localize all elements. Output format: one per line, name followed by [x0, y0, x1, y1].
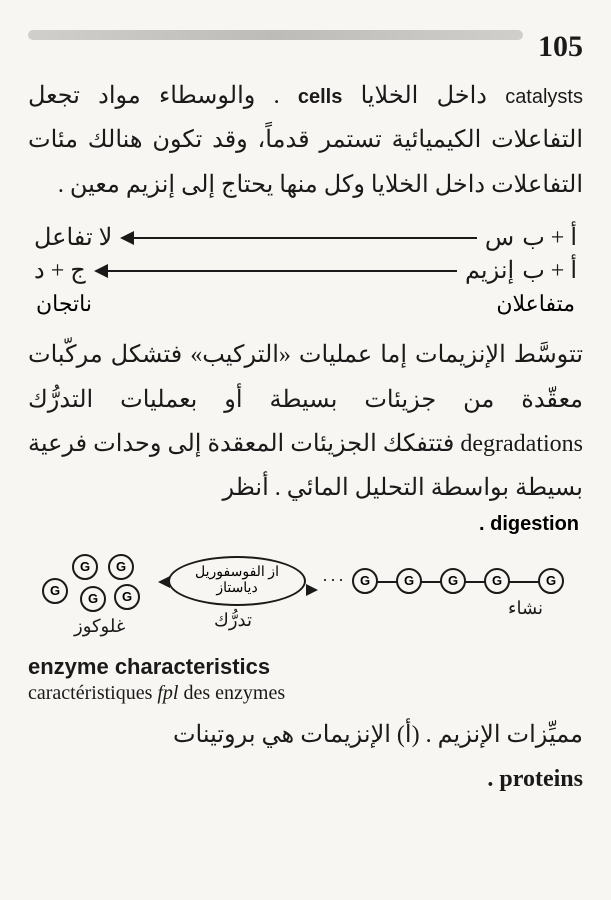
text: تتوسَّط الإنزيمات إما عمليات «التركيب» ف… — [28, 342, 583, 412]
caption-starch: نشاء — [508, 598, 543, 619]
label-products: ناتجان — [36, 291, 92, 317]
arrow-head-icon — [94, 264, 108, 278]
heading-french: caractéristiques fpl des enzymes — [28, 682, 583, 705]
oval-line1: از الفوسفوريل — [195, 565, 279, 581]
g-circle-icon: G — [108, 554, 134, 580]
g-circle-icon: G — [42, 578, 68, 604]
arrow-head-icon — [120, 231, 134, 245]
eq2-arrow: إنزيم — [94, 256, 514, 285]
paragraph-1: catalysts داخل الخلايا cells . والوسطاء … — [28, 74, 583, 207]
eq2-reactants: أ + ب — [522, 256, 577, 285]
page-root: 105 catalysts داخل الخلايا cells . والوس… — [0, 0, 611, 822]
label-reactants: متفاعلان — [496, 291, 575, 317]
g-circle-icon: G — [72, 554, 98, 580]
dots-icon: ··· — [322, 570, 346, 591]
paragraph-2: تتوسَّط الإنزيمات إما عمليات «التركيب» ف… — [28, 333, 583, 511]
equation-block: أ + ب س لا تفاعل أ + ب إنزيم ج + د متفاع… — [28, 221, 583, 317]
arrow-left-icon — [158, 576, 170, 588]
fr-fpl: fpl — [157, 682, 178, 704]
enzyme-oval: از الفوسفوريل دياستاز — [168, 556, 306, 606]
eq1-products: لا تفاعل — [34, 223, 112, 252]
eq1-reactants: أ + ب — [522, 223, 577, 252]
arrow-right-icon — [306, 584, 318, 596]
oval-line2: دياستاز — [216, 581, 257, 597]
digestion-line: . digestion — [28, 513, 583, 536]
arrow-line-icon — [134, 237, 477, 239]
term-degradations: degradations — [460, 431, 583, 457]
heading-english: enzyme characteristics — [28, 654, 583, 680]
eq2-mid-label: إنزيم — [465, 256, 514, 285]
g-circle-icon: G — [396, 568, 422, 594]
equation-row-1: أ + ب س لا تفاعل — [28, 221, 583, 254]
arrow-line-icon — [108, 270, 457, 272]
eq1-mid-label: س — [485, 223, 514, 252]
header-rule — [28, 30, 523, 40]
g-circle-icon: G — [352, 568, 378, 594]
caption-degrade: تدرُّك — [214, 610, 252, 631]
g-circle-icon: G — [114, 584, 140, 610]
fr-a: caractéristiques — [28, 682, 157, 704]
term-proteins: . proteins — [487, 757, 583, 801]
text: داخل الخلايا — [342, 83, 505, 109]
equation-under-labels: متفاعلان ناتجان — [28, 291, 583, 317]
g-circle-icon: G — [538, 568, 564, 594]
g-circle-icon: G — [80, 586, 106, 612]
page-number: 105 — [538, 30, 583, 64]
caption-glucose: غلوكوز — [74, 616, 125, 637]
term-catalysts: catalysts — [505, 86, 583, 108]
eq1-arrow: س — [120, 223, 514, 252]
g-circle-icon: G — [440, 568, 466, 594]
text: مميِّزات الإنزيم . (أ) الإنزيمات هي بروت… — [173, 722, 583, 748]
diagram: G G G G G از الفوسفوريل دياستاز ··· G G … — [28, 550, 583, 650]
g-circle-icon: G — [484, 568, 510, 594]
equation-row-2: أ + ب إنزيم ج + د — [28, 254, 583, 287]
paragraph-3: مميِّزات الإنزيم . (أ) الإنزيمات هي بروت… — [28, 713, 583, 802]
eq2-products: ج + د — [34, 256, 86, 285]
term-cells: cells — [298, 86, 342, 108]
fr-c: des enzymes — [179, 682, 286, 704]
